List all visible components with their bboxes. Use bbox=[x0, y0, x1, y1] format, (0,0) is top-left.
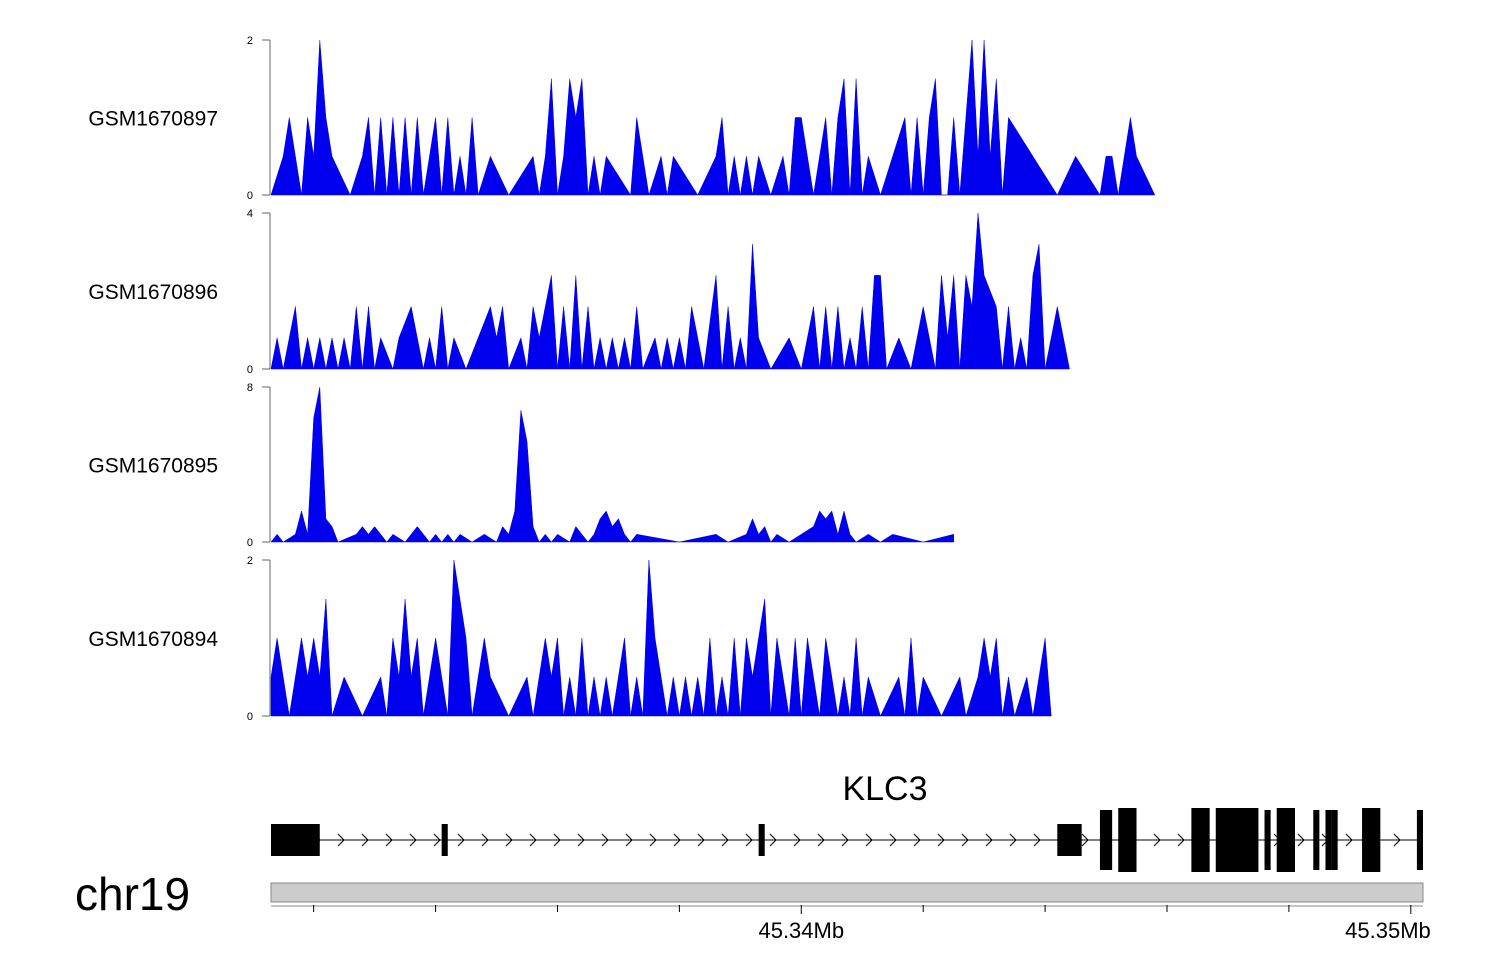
gene-label: KLC3 bbox=[842, 770, 927, 808]
ideogram: chr19 bbox=[75, 868, 1424, 920]
strand-arrow-icon bbox=[1081, 833, 1089, 847]
ideogram-band bbox=[270, 882, 1424, 903]
y-tick-label: 2 bbox=[247, 35, 253, 47]
gene-exon bbox=[1057, 824, 1082, 856]
gene-exon bbox=[1331, 810, 1338, 870]
gene-exon bbox=[758, 824, 765, 856]
y-tick-label: 0 bbox=[247, 364, 253, 376]
strand-arrow-icon bbox=[1153, 833, 1161, 847]
chromosome-label: chr19 bbox=[75, 868, 190, 920]
gene-exon bbox=[1191, 808, 1210, 872]
track-GSM1670895: GSM1670895 0 8 bbox=[88, 382, 954, 549]
signal-area bbox=[270, 559, 1052, 717]
gene-exon bbox=[1118, 808, 1137, 872]
gene-track: KLC3 bbox=[271, 770, 1423, 872]
strand-arrow-icon bbox=[1009, 833, 1017, 847]
track-label: GSM1670896 bbox=[88, 281, 218, 304]
strand-arrow-icon bbox=[337, 833, 345, 847]
y-tick-label: 4 bbox=[247, 208, 253, 220]
strand-arrow-icon bbox=[889, 833, 897, 847]
strand-arrow-icon bbox=[793, 833, 801, 847]
strand-arrow-icon bbox=[937, 833, 945, 847]
gene-exon bbox=[1325, 810, 1332, 870]
y-tick-label: 0 bbox=[247, 190, 253, 202]
strand-arrow-icon bbox=[649, 833, 657, 847]
strand-arrow-icon bbox=[361, 833, 369, 847]
strand-arrow-icon bbox=[913, 833, 921, 847]
strand-arrow-icon bbox=[673, 833, 681, 847]
signal-area bbox=[270, 386, 954, 543]
strand-arrow-icon bbox=[577, 833, 585, 847]
signal-area bbox=[270, 212, 1070, 370]
strand-arrow-icon bbox=[505, 833, 513, 847]
track-label: GSM1670894 bbox=[88, 628, 218, 651]
strand-arrow-icon bbox=[385, 833, 393, 847]
y-tick-label: 2 bbox=[247, 555, 253, 567]
strand-arrow-icon bbox=[481, 833, 489, 847]
track-label: GSM1670895 bbox=[88, 455, 218, 478]
strand-arrow-icon bbox=[745, 833, 753, 847]
x-tick-label: 45.35Mb bbox=[1345, 918, 1431, 943]
x-tick-label: 45.34Mb bbox=[758, 918, 844, 943]
strand-arrow-icon bbox=[529, 833, 537, 847]
strand-arrow-icon bbox=[601, 833, 609, 847]
strand-arrow-icon bbox=[985, 833, 993, 847]
strand-arrow-icon bbox=[769, 833, 777, 847]
signal-tracks: GSM167089702GSM167089604GSM167089508GSM1… bbox=[88, 35, 1156, 723]
gene-exon bbox=[1264, 810, 1271, 870]
strand-arrow-icon bbox=[697, 833, 705, 847]
signal-area bbox=[270, 39, 1156, 196]
y-tick-label: 0 bbox=[247, 537, 253, 549]
strand-arrow-icon bbox=[457, 833, 465, 847]
gene-exon bbox=[441, 824, 448, 856]
y-tick-label: 8 bbox=[247, 382, 253, 394]
strand-arrow-icon bbox=[1393, 833, 1401, 847]
strand-arrow-icon bbox=[625, 833, 633, 847]
strand-arrow-icon bbox=[553, 833, 561, 847]
strand-arrow-icon bbox=[1177, 833, 1185, 847]
strand-arrow-icon bbox=[817, 833, 825, 847]
gene-exon bbox=[271, 824, 320, 856]
track-GSM1670896: GSM1670896 0 4 bbox=[88, 208, 1070, 376]
strand-arrow-icon bbox=[841, 833, 849, 847]
gene-exon bbox=[1215, 808, 1259, 872]
gene-exon bbox=[1276, 808, 1295, 872]
strand-arrow-icon bbox=[409, 833, 417, 847]
strand-arrow-icon bbox=[865, 833, 873, 847]
strand-arrow-icon bbox=[721, 833, 729, 847]
gene-exon bbox=[1099, 810, 1113, 870]
gene-exon bbox=[1362, 808, 1381, 872]
track-GSM1670897: GSM1670897 0 2 bbox=[88, 35, 1156, 202]
strand-arrow-icon bbox=[1345, 833, 1353, 847]
y-tick-label: 0 bbox=[247, 711, 253, 723]
gene-exon bbox=[1416, 810, 1423, 870]
strand-arrow-icon bbox=[961, 833, 969, 847]
gene-exon bbox=[1313, 810, 1320, 870]
x-axis: 45.34Mb 45.35Mb bbox=[271, 905, 1431, 943]
strand-arrow-icon bbox=[433, 833, 441, 847]
gene-model bbox=[271, 808, 1423, 872]
track-GSM1670894: GSM1670894 0 2 bbox=[88, 555, 1052, 723]
track-label: GSM1670897 bbox=[88, 108, 218, 131]
strand-arrow-icon bbox=[1297, 833, 1305, 847]
strand-arrow-icon bbox=[1033, 833, 1041, 847]
